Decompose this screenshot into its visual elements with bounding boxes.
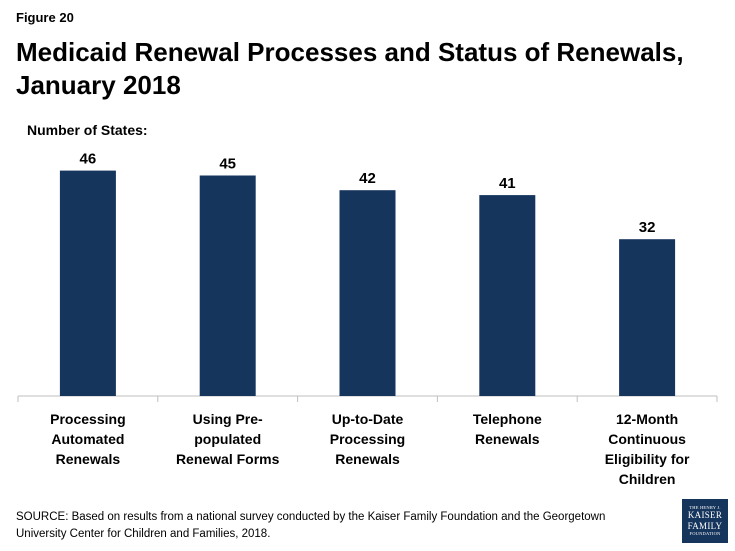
- category-label: Up-to-Date Processing Renewals: [304, 409, 432, 469]
- category-label-line: Continuous: [608, 431, 686, 447]
- bar: [479, 195, 536, 396]
- bar: [59, 170, 116, 396]
- figure-label: Figure 20: [16, 10, 74, 25]
- category-label: Using Pre-populated Renewal Forms: [164, 409, 292, 469]
- bar: [619, 239, 676, 396]
- category-label-line: Eligibility for: [604, 451, 690, 467]
- chart-title: Medicaid Renewal Processes and Status of…: [16, 37, 684, 100]
- bar: [199, 175, 256, 396]
- category-label: 12-Month Continuous Eligibility for Childre…: [583, 409, 711, 489]
- category-label-line: Processing: [329, 431, 406, 447]
- category-label-line: Renewals: [335, 451, 400, 467]
- category-label-line: Renewals: [55, 451, 121, 467]
- y-axis-caption: Number of States:: [27, 122, 148, 138]
- category-label-line: Renewal Forms: [175, 451, 280, 467]
- category-label-line: Up-to-Date: [331, 411, 404, 427]
- logo-top-text: THE HENRY J.: [689, 504, 721, 510]
- logo-kaiser-text: KAISER: [687, 510, 723, 520]
- data-label: 45: [219, 156, 236, 173]
- category-label-line: Processing: [50, 411, 126, 427]
- category-label-line: Automated: [51, 431, 125, 447]
- data-label: 46: [80, 151, 97, 168]
- category-label: Telephone Renewals: [443, 409, 571, 449]
- category-label-line: 12-Month: [615, 411, 679, 427]
- data-label: 41: [499, 175, 516, 192]
- bar: [339, 190, 396, 396]
- data-label: 32: [639, 219, 656, 236]
- logo-foundation-text: FOUNDATION: [689, 531, 721, 536]
- kff-logo: THE HENRY J. KAISER FAMILY FOUNDATION: [682, 499, 728, 543]
- category-label-line: Telephone: [472, 411, 542, 427]
- data-label: 42: [359, 170, 376, 187]
- category-label-line: Children: [618, 471, 676, 487]
- category-label: Processing Automated Renewals: [24, 409, 152, 469]
- source-note: SOURCE: Based on results from a national…: [16, 511, 606, 540]
- category-label-line: Renewals: [475, 431, 540, 447]
- logo-family-text: FAMILY: [687, 521, 723, 531]
- category-label-line: Using Pre-populated: [192, 411, 263, 447]
